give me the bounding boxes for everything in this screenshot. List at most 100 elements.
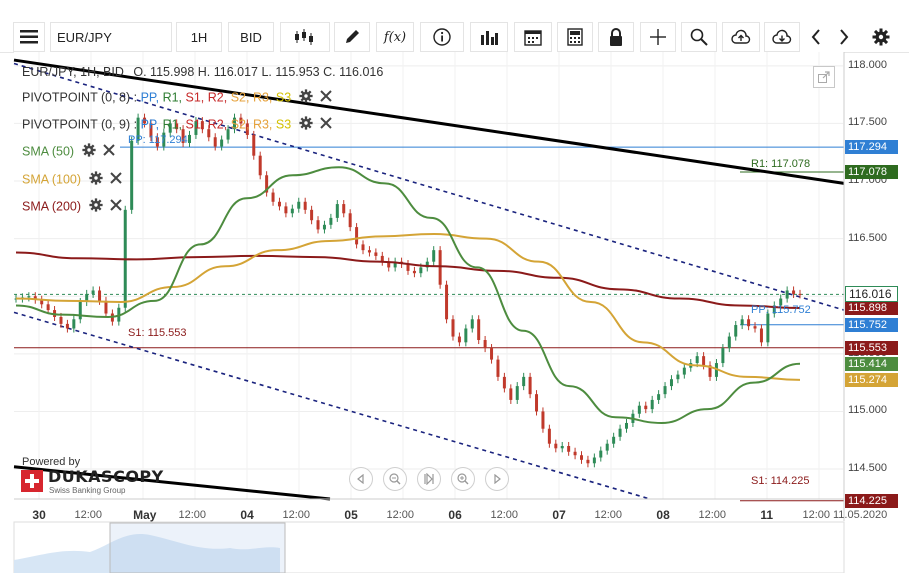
candle-body: [445, 284, 449, 320]
sma-200-close-icon[interactable]: [110, 199, 122, 215]
candle-body: [792, 290, 796, 294]
reset-zoom-button[interactable]: [417, 467, 441, 491]
r1-label: R1: 117.078: [751, 158, 811, 170]
candle-body: [547, 428, 551, 444]
level-price-tag: 114.225: [845, 493, 898, 508]
scroll-left-button[interactable]: [349, 467, 373, 491]
candle-body: [348, 213, 352, 228]
sma-100-name: SMA (100): [22, 172, 82, 187]
zoom-button[interactable]: [681, 22, 717, 52]
candle-body: [188, 134, 192, 144]
legend-pivot-2[interactable]: PIVOTPOINT (0, 9) : PP, R1, S1, R2, S2, …: [22, 116, 332, 134]
candle-body: [387, 261, 391, 268]
menu-button[interactable]: [13, 22, 45, 52]
y-tick-label: 116.500: [848, 231, 887, 244]
candle-body: [181, 129, 185, 144]
x-tick-label: 30: [32, 508, 46, 522]
legend-pivot-1[interactable]: PIVOTPOINT (0, 8) : PP, R1, S1, R2, S2, …: [22, 89, 332, 107]
expand-chart-button[interactable]: [813, 66, 835, 88]
candle-body: [59, 316, 63, 324]
period-selector[interactable]: 1H: [176, 22, 222, 52]
candle-body: [290, 208, 294, 214]
pivot-1-keys: : PP, R1, S1, R2, S2, R3, S3: [134, 90, 292, 104]
candle-body: [200, 121, 204, 130]
pivot-key-s1: S1,: [185, 90, 208, 105]
legend-sma-200[interactable]: SMA (200): [22, 198, 122, 216]
y-tick-label: 115.000: [848, 404, 887, 417]
y-tick-label: 118.000: [848, 58, 887, 71]
candle-body: [329, 217, 333, 225]
scroll-back-button[interactable]: [803, 22, 829, 52]
legend-sma-50[interactable]: SMA (50): [22, 143, 115, 161]
download-button[interactable]: [764, 22, 800, 52]
x-tick-label: 05: [344, 508, 358, 522]
pivot-key-s2: S2,: [230, 117, 253, 132]
candle-body: [759, 328, 763, 343]
zoom-out-button[interactable]: [383, 467, 407, 491]
pivot-1-name: PIVOTPOINT (0, 8): [22, 90, 131, 105]
volume-button[interactable]: [470, 22, 508, 52]
candle-body: [91, 290, 95, 294]
sma-100-settings-icon[interactable]: [88, 171, 103, 189]
zoom-in-button[interactable]: [451, 467, 475, 491]
candle-body: [207, 129, 211, 138]
candle-body: [567, 446, 571, 452]
candle-body: [168, 123, 172, 133]
pivot-2-close-icon[interactable]: [320, 117, 332, 133]
side-selector[interactable]: BID: [228, 22, 274, 52]
info-icon: [433, 28, 451, 46]
pivot-1-settings-icon[interactable]: [299, 89, 313, 107]
upload-button[interactable]: [722, 22, 760, 52]
candle-body: [599, 450, 603, 458]
zoom-in-icon: [457, 473, 469, 485]
candle-body: [515, 386, 519, 400]
scroll-left-icon: [357, 474, 364, 484]
candle-body: [779, 298, 783, 306]
candle-body: [457, 336, 461, 343]
legend-sma-100[interactable]: SMA (100): [22, 171, 122, 189]
candle-body: [451, 319, 455, 337]
candle-body: [245, 123, 249, 135]
sma-50-close-icon[interactable]: [103, 144, 115, 160]
zoom-icon: [690, 28, 708, 46]
navigator-window[interactable]: [109, 522, 286, 573]
cloud-download-icon: [772, 29, 792, 44]
drawing-tools-button[interactable]: [334, 22, 370, 52]
pivot-2-keys: : PP, R1, S1, R2, S2, R3, S3: [134, 117, 292, 131]
scroll-forward-button[interactable]: [831, 22, 857, 52]
candle-body: [258, 155, 262, 176]
s1-label: S1: 114.225: [751, 475, 810, 487]
pivot-key-s3: S3: [275, 90, 292, 105]
level-price-tag: 117.294: [845, 140, 898, 155]
calendar-button[interactable]: [514, 22, 552, 52]
scroll-right-button[interactable]: [485, 467, 509, 491]
pivot-2-settings-icon[interactable]: [299, 116, 313, 134]
instrument-selector[interactable]: EUR/JPY: [50, 22, 172, 52]
candle-body: [361, 244, 365, 251]
info-button[interactable]: [420, 22, 464, 52]
lock-button[interactable]: [598, 22, 634, 52]
candle-body: [734, 325, 738, 337]
sma-100-close-icon[interactable]: [110, 172, 122, 188]
chevron-left-icon: [811, 29, 820, 45]
candle-body: [355, 227, 359, 245]
ohlc-values: O. 115.998 H. 116.017 L. 115.953 C. 116.…: [133, 65, 384, 79]
legend-header: EUR/JPY, 1H, BID O. 115.998 H. 116.017 L…: [22, 64, 383, 80]
settings-button[interactable]: [866, 22, 896, 52]
candle-body: [412, 270, 416, 274]
pivot-1-close-icon[interactable]: [320, 90, 332, 106]
candle-body: [220, 139, 224, 147]
sma-200-settings-icon[interactable]: [88, 198, 103, 216]
sma-50-settings-icon[interactable]: [81, 143, 96, 161]
crosshair-button[interactable]: [640, 22, 676, 52]
indicators-button[interactable]: f(x): [376, 22, 414, 52]
chart-type-button[interactable]: [280, 22, 330, 52]
calculator-button[interactable]: [557, 22, 593, 52]
current-price-tag: 116.016: [845, 286, 898, 303]
level-price-tag: 115.553: [845, 340, 898, 355]
sma-50-name: SMA (50): [22, 144, 75, 159]
candle-body: [380, 255, 384, 262]
candle-body: [438, 250, 442, 285]
candle-body: [669, 379, 673, 387]
